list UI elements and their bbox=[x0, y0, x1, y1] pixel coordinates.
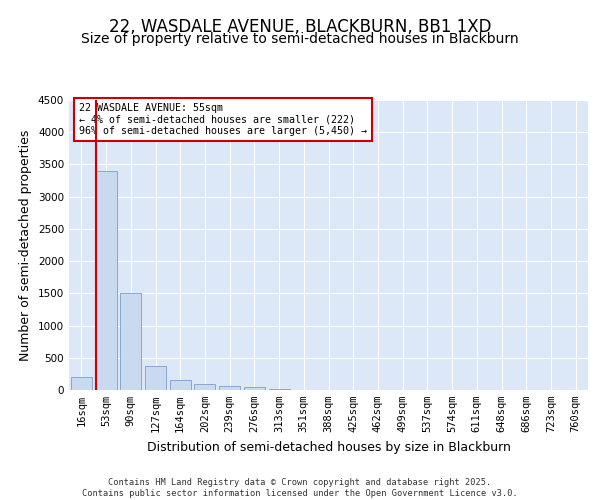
Text: 22 WASDALE AVENUE: 55sqm
← 4% of semi-detached houses are smaller (222)
96% of s: 22 WASDALE AVENUE: 55sqm ← 4% of semi-de… bbox=[79, 103, 367, 136]
Text: Contains HM Land Registry data © Crown copyright and database right 2025.
Contai: Contains HM Land Registry data © Crown c… bbox=[82, 478, 518, 498]
Text: 22, WASDALE AVENUE, BLACKBURN, BB1 1XD: 22, WASDALE AVENUE, BLACKBURN, BB1 1XD bbox=[109, 18, 491, 36]
Bar bbox=[71, 377, 92, 390]
Bar bbox=[145, 366, 166, 390]
Bar bbox=[120, 294, 141, 390]
Bar bbox=[194, 384, 215, 390]
Bar bbox=[219, 386, 240, 390]
Text: Size of property relative to semi-detached houses in Blackburn: Size of property relative to semi-detach… bbox=[81, 32, 519, 46]
X-axis label: Distribution of semi-detached houses by size in Blackburn: Distribution of semi-detached houses by … bbox=[146, 440, 511, 454]
Y-axis label: Number of semi-detached properties: Number of semi-detached properties bbox=[19, 130, 32, 360]
Bar bbox=[244, 387, 265, 390]
Bar bbox=[95, 171, 116, 390]
Bar bbox=[170, 380, 191, 390]
